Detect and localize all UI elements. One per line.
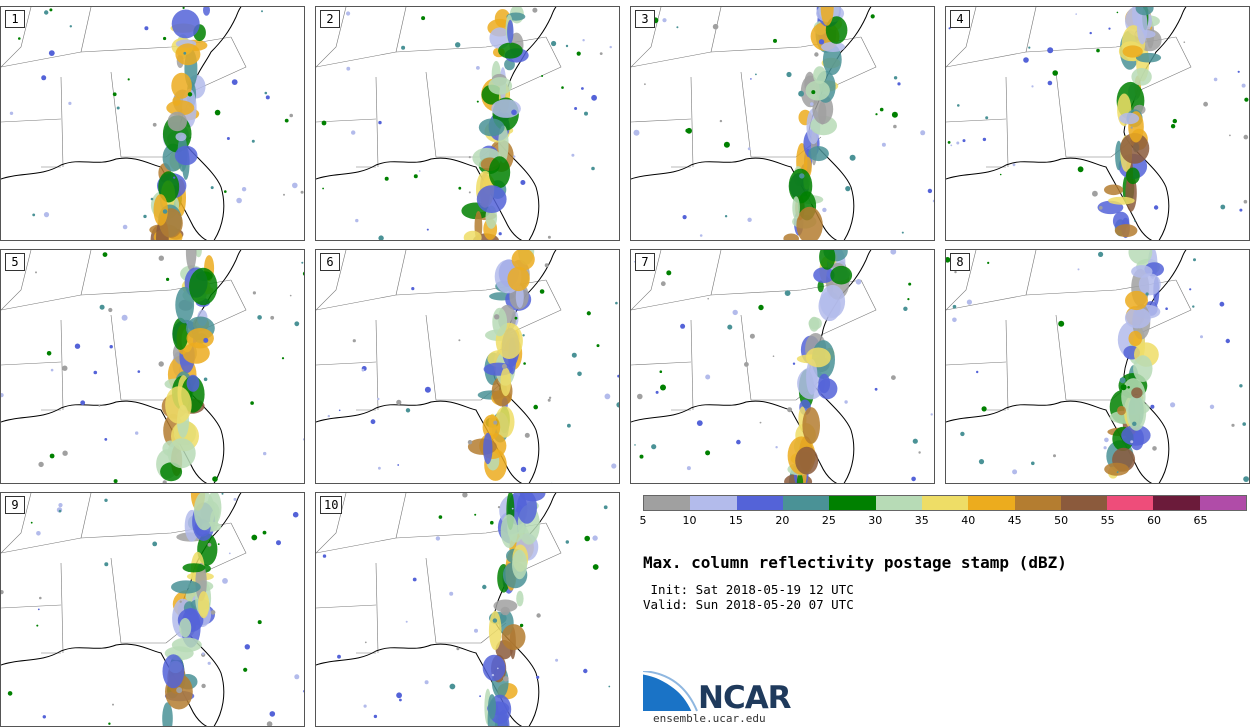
- map-panel-4: 4: [945, 6, 1250, 241]
- colorbar-tick-label: 10: [682, 514, 697, 527]
- map-graphic: [631, 250, 933, 483]
- panel-number-label: 1: [5, 10, 25, 28]
- ncar-logo-text: NCAR: [698, 680, 792, 716]
- map-graphic: [1, 493, 304, 726]
- colorbar-tick-label: 40: [961, 514, 976, 527]
- ncar-logo-icon: [643, 671, 698, 712]
- map-panel-7: 7: [630, 249, 935, 484]
- panel-number-label: 6: [320, 253, 340, 271]
- panel-number-label: 4: [950, 10, 970, 28]
- colorbar-tick-labels: 5 10 15 20 25 30 35 40 45 50 55 60 65: [639, 514, 1247, 528]
- colorbar-segment: [1199, 496, 1247, 510]
- colorbar-segment: [968, 496, 1015, 510]
- colorbar-segment: [644, 496, 691, 510]
- colorbar-segment: [829, 496, 876, 510]
- colorbar-tick-label: 50: [1054, 514, 1069, 527]
- colorbar-tick-label: 45: [1007, 514, 1022, 527]
- colorbar-tick-label: 35: [914, 514, 929, 527]
- map-panel-9: 9: [0, 492, 305, 727]
- valid-time: Valid: Sun 2018-05-20 07 UTC: [643, 597, 854, 612]
- map-graphic: [631, 7, 934, 240]
- map-graphic: [316, 493, 611, 726]
- map-graphic: [946, 7, 1249, 240]
- map-panel-6: 6: [315, 249, 620, 484]
- map-panel-8: 8: [945, 249, 1250, 484]
- map-panel-3: 3: [630, 6, 935, 241]
- colorbar-tick-label: 60: [1147, 514, 1162, 527]
- panel-number-label: 10: [320, 496, 343, 514]
- panel-number-label: 7: [635, 253, 655, 271]
- colorbar-segment: [1060, 496, 1108, 510]
- init-time: Init: Sat 2018-05-19 12 UTC: [643, 582, 854, 597]
- map-graphic: [1, 250, 304, 483]
- colorbar-segment: [1014, 496, 1061, 510]
- colorbar-tick-label: 15: [728, 514, 743, 527]
- colorbar-tick-label: 25: [821, 514, 836, 527]
- colorbar-segment: [1107, 496, 1154, 510]
- map-graphic: [316, 7, 612, 240]
- colorbar-segment: [1153, 496, 1200, 510]
- panel-number-label: 2: [320, 10, 340, 28]
- reflectivity-colorbar: [643, 495, 1247, 511]
- map-panel-10: 10: [315, 492, 620, 727]
- map-graphic: [316, 250, 619, 483]
- map-panel-2: 2: [315, 6, 620, 241]
- colorbar-segment: [921, 496, 969, 510]
- colorbar-tick-label: 5: [639, 514, 647, 527]
- colorbar-segment: [690, 496, 737, 510]
- map-panel-1: 1: [0, 6, 305, 241]
- map-panel-5: 5: [0, 249, 305, 484]
- panel-number-label: 3: [635, 10, 655, 28]
- colorbar-segment: [782, 496, 830, 510]
- colorbar-tick-label: 55: [1100, 514, 1115, 527]
- panel-number-label: 5: [5, 253, 25, 271]
- colorbar-tick-label: 65: [1193, 514, 1208, 527]
- colorbar-tick-label: 20: [775, 514, 790, 527]
- panel-number-label: 9: [5, 496, 25, 514]
- colorbar-tick-label: 30: [868, 514, 883, 527]
- colorbar-segment: [736, 496, 783, 510]
- map-graphic: [946, 250, 1249, 483]
- colorbar-segment: [875, 496, 922, 510]
- map-graphic: [1, 7, 304, 240]
- logo-url: ensemble.ucar.edu: [653, 712, 766, 725]
- plot-title: Max. column reflectivity postage stamp (…: [643, 553, 1067, 572]
- panel-number-label: 8: [950, 253, 970, 271]
